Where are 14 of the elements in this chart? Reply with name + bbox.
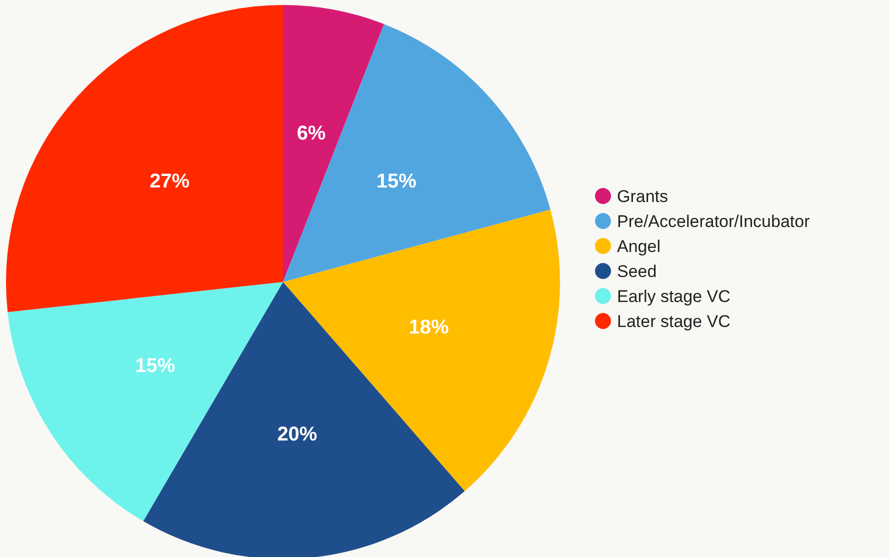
legend-label: Grants <box>617 186 668 206</box>
legend-label: Early stage VC <box>617 286 730 306</box>
legend-label: Angel <box>617 236 660 256</box>
data-label: 20% <box>277 424 318 446</box>
pie-slice <box>6 5 283 312</box>
legend-label: Seed <box>617 262 657 281</box>
data-label: 6% <box>296 122 326 144</box>
data-label: 15% <box>376 170 417 192</box>
pie-slice <box>283 24 550 282</box>
legend-label: Pre/Accelerator/Incubator <box>617 212 810 231</box>
legend-label: Later stage VC <box>617 312 730 331</box>
data-label: 15% <box>135 354 176 377</box>
data-label: 27% <box>150 170 190 192</box>
data-label: 18% <box>408 316 449 338</box>
